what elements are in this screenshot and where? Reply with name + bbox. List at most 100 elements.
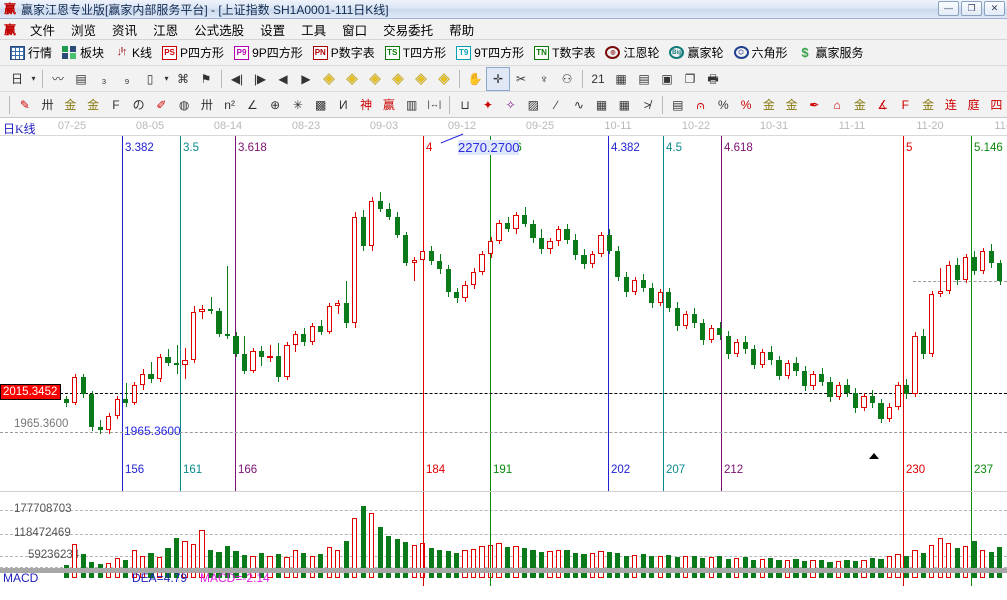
gann-fan-icon[interactable]: ⌘ (177, 71, 189, 86)
menu-item-window[interactable]: 窗口 (342, 23, 368, 38)
grid-b-icon[interactable]: ▦ (618, 97, 631, 112)
menu-item-formula-screen[interactable]: 公式选股 (194, 23, 245, 38)
grid-lines-icon[interactable]: 卅 (200, 97, 213, 112)
first-bar-icon[interactable]: ◀| (230, 71, 244, 86)
menu-item-trade[interactable]: 交易委托 (383, 23, 434, 38)
ink-pen-icon[interactable]: ✒ (809, 97, 820, 112)
toolbar-button-t9-square[interactable]: T9 9T四方形 (452, 43, 528, 62)
toolbar-button-p9-square[interactable]: P9 9P四方形 (230, 43, 307, 62)
gold-underline-icon[interactable]: 金 (853, 97, 866, 112)
circle-scale-icon[interactable]: ◍ (178, 97, 190, 112)
shen-tool-icon[interactable]: 神 (360, 97, 373, 112)
gann-vertical-line[interactable] (235, 136, 236, 491)
toolbar-button-kline[interactable]: ↓ᴵ↑ K线 (110, 43, 156, 62)
menu-item-browse[interactable]: 浏览 (71, 23, 97, 38)
calendar-period-icon[interactable]: 日 (10, 71, 23, 86)
parallel-icon[interactable]: ≯ (643, 97, 651, 112)
print-icon[interactable]: 🖶 (707, 71, 719, 86)
pointer-pen-icon[interactable]: ✎ (19, 97, 30, 112)
price-scale-icon[interactable]: F (112, 97, 120, 112)
zoom-out-icon[interactable]: ◈ (392, 70, 404, 87)
shift-right-icon[interactable]: ◈ (346, 70, 358, 87)
ying-tool-icon[interactable]: 赢 (382, 97, 395, 112)
lian-tool-icon[interactable]: 连 (944, 97, 957, 112)
zoom-horizontal-icon[interactable]: ◈ (369, 70, 381, 87)
save-icon[interactable]: ▣ (661, 71, 673, 86)
angle-lines-icon[interactable]: ∠ (246, 97, 258, 112)
zoom-in-icon[interactable]: ◈ (415, 70, 427, 87)
vector-icon[interactable]: И (339, 97, 348, 112)
spiral-icon[interactable]: の (132, 97, 145, 112)
percent-fan-icon[interactable]: ⩀ (696, 97, 705, 112)
overlay-curves-icon[interactable]: 〰 (51, 71, 64, 86)
brain-tool-icon[interactable]: ⚇ (561, 71, 573, 86)
tree-tool-icon[interactable]: ♆ (539, 71, 549, 86)
toolbar-button-pn-number-table[interactable]: PN P数字表 (309, 43, 379, 62)
gold-ratio-2-icon[interactable]: 金 (87, 97, 100, 112)
gold-ratio-1-icon[interactable]: 金 (64, 97, 77, 112)
gann-vertical-line[interactable] (663, 136, 664, 491)
gauge-dropdown-caret[interactable]: ▾ (164, 73, 169, 83)
fan-box-icon[interactable]: ▨ (527, 97, 540, 112)
crosshair-tool-icon[interactable]: ✛ (486, 66, 510, 91)
list-icon[interactable]: ▤ (672, 97, 684, 112)
minimize-button[interactable]: — (938, 1, 959, 16)
angle-measure-icon[interactable]: ∡ (877, 97, 888, 112)
toolbar-button-winner-wheel[interactable]: Big 赢家轮 (665, 43, 727, 62)
calculator-icon[interactable]: ▦ (615, 71, 627, 86)
arch-icon[interactable]: ⌂ (833, 97, 841, 112)
toolbar-button-winner-service[interactable]: $ 赢家服务 (794, 43, 868, 62)
channel-icon[interactable]: ⊔ (460, 97, 470, 112)
shift-left-icon[interactable]: ◈ (323, 70, 335, 87)
indicator-3-icon[interactable]: ₃ (101, 71, 107, 86)
f-angle-icon[interactable]: F (901, 97, 909, 112)
export-icon[interactable]: ❐ (684, 71, 696, 86)
period-dropdown-caret[interactable]: ▾ (31, 73, 36, 83)
gann-vertical-line[interactable] (423, 136, 424, 491)
gold-angle-icon[interactable]: 金 (922, 97, 935, 112)
last-bar-icon[interactable]: |▶ (253, 71, 267, 86)
close-button[interactable]: ✕ (984, 1, 1005, 16)
ting-tool-icon[interactable]: 庭 (967, 97, 980, 112)
measure-icon[interactable]: |↔| (427, 99, 442, 109)
percent-icon[interactable]: % (717, 97, 729, 112)
gann-vertical-line[interactable] (721, 136, 722, 491)
toolbar-button-hexagon[interactable]: ⬡ 六角形 (730, 43, 792, 62)
trendline-icon[interactable]: ∕ (555, 97, 558, 112)
toolbar-button-sector-blocks[interactable]: 板块 (58, 43, 108, 62)
toolbar-button-ts-square[interactable]: TS T四方形 (381, 43, 450, 62)
menu-item-help[interactable]: 帮助 (449, 23, 475, 38)
indicator-9-icon[interactable]: ₉ (124, 71, 130, 86)
toolbar-button-tn-number-table[interactable]: TN T数字表 (530, 43, 599, 62)
restore-button[interactable]: ❐ (961, 1, 982, 16)
grid-a-icon[interactable]: ▦ (595, 97, 608, 112)
rocket-icon[interactable]: ✐ (156, 97, 167, 112)
hand-tool-icon[interactable]: ✋ (467, 71, 483, 86)
gann-vertical-line[interactable] (122, 136, 123, 491)
menu-item-file[interactable]: 文件 (30, 23, 56, 38)
gann-vertical-line[interactable] (903, 136, 904, 491)
fan-purple-icon[interactable]: ✧ (505, 97, 516, 112)
candlestick-plot[interactable]: 3.3821563.51613.61816641844.1461914.3822… (0, 133, 1007, 491)
gold-bar-icon[interactable]: 金 (785, 97, 798, 112)
toolbar-button-gann-wheel[interactable]: ◎ 江恩轮 (601, 43, 663, 62)
zigzag-icon[interactable]: ∿ (573, 97, 584, 112)
gann-vertical-line[interactable] (971, 136, 972, 491)
square-n2-icon[interactable]: n² (224, 97, 235, 112)
fan-red-icon[interactable]: ✦ (482, 97, 493, 112)
gann-vertical-line[interactable] (608, 136, 609, 491)
star-burst-icon[interactable]: ✳ (292, 97, 303, 112)
draw-tool-icon[interactable]: ✂ (515, 71, 527, 86)
menu-item-news[interactable]: 资讯 (112, 23, 138, 38)
gann-vertical-line[interactable] (180, 136, 181, 491)
fit-all-icon[interactable]: ◈ (438, 70, 450, 87)
vertical-gauge-icon[interactable]: ▯ (146, 71, 154, 86)
toolbar-button-quotes-grid[interactable]: 行情 (6, 43, 56, 62)
box-grid-icon[interactable]: ▩ (314, 97, 327, 112)
chart-area[interactable]: 日K线 07-25 08-05 08-14 08-23 09-03 09-12 09-25 1… (0, 118, 1007, 586)
toolbar-button-ps-square[interactable]: PS P四方形 (158, 43, 228, 62)
notes-icon[interactable]: ▤ (638, 71, 650, 86)
menu-item-tools[interactable]: 工具 (301, 23, 327, 38)
gann-grid-icon[interactable]: 卅 (41, 97, 54, 112)
ladder-icon[interactable]: ▥ (405, 97, 418, 112)
